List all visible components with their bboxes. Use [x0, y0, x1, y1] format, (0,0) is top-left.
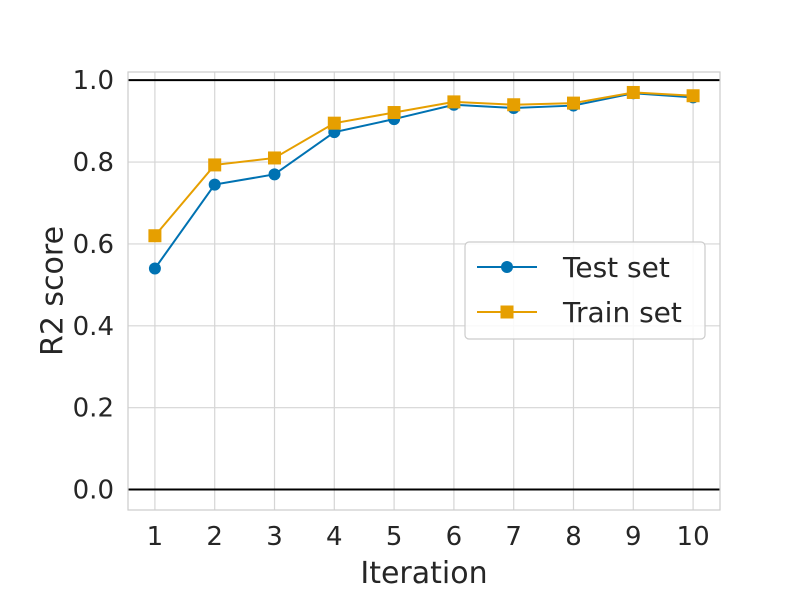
data-point — [447, 95, 461, 109]
legend: Test set Train set — [464, 241, 706, 340]
y-tick-label: 0.2 — [73, 394, 114, 424]
x-tick-label: 6 — [446, 522, 463, 552]
legend-item: Train set — [477, 296, 682, 329]
y-tick-label: 1.0 — [73, 66, 114, 96]
x-tick-labels: 1 2 3 4 5 6 7 8 9 10 — [147, 522, 710, 552]
data-point — [208, 158, 222, 172]
x-tick-label: 9 — [625, 522, 642, 552]
data-point — [268, 151, 282, 165]
x-tick-label: 1 — [147, 522, 164, 552]
data-point — [148, 229, 162, 243]
legend-label: Train set — [562, 296, 682, 329]
data-point — [208, 178, 221, 191]
y-tick-label: 0.4 — [73, 312, 114, 342]
data-point — [327, 116, 341, 130]
series-line — [154, 92, 694, 270]
data-point — [566, 96, 580, 110]
x-tick-label: 10 — [677, 522, 710, 552]
data-point — [686, 89, 700, 103]
y-tick-label: 0.8 — [73, 148, 114, 178]
reference-lines — [128, 79, 720, 491]
data-point — [268, 168, 281, 181]
plot-area — [127, 71, 721, 511]
x-tick-label: 5 — [386, 522, 403, 552]
x-tick-label: 7 — [505, 522, 522, 552]
legend-marker — [500, 305, 514, 319]
legend-item: Test set — [477, 251, 670, 284]
data-point — [387, 106, 401, 120]
series-line — [154, 91, 694, 237]
x-axis-label: Iteration — [360, 556, 487, 591]
data-point — [507, 98, 521, 112]
legend-label: Test set — [562, 251, 670, 284]
series-layer — [148, 85, 700, 275]
x-tick-label: 8 — [565, 522, 582, 552]
y-tick-labels: 0.0 0.2 0.4 0.6 0.8 1.0 — [73, 66, 114, 505]
x-tick-label: 4 — [326, 522, 343, 552]
x-tick-label: 3 — [266, 522, 283, 552]
x-tick-label: 2 — [206, 522, 223, 552]
series-train-set — [148, 85, 700, 243]
legend-marker — [501, 261, 513, 273]
y-axis-label: R2 score — [36, 226, 71, 356]
y-tick-label: 0.0 — [73, 476, 114, 506]
data-point — [626, 85, 640, 99]
y-tick-label: 0.6 — [73, 230, 114, 260]
data-point — [148, 262, 161, 275]
